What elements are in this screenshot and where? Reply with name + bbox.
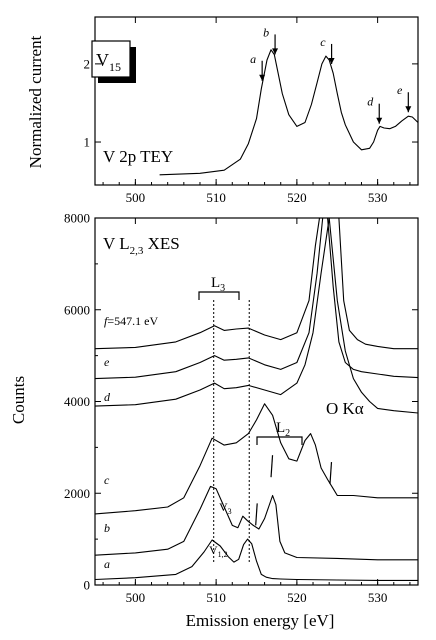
xes-ytick-label: 0 (84, 578, 91, 593)
xes-ylabel: Counts (9, 376, 28, 424)
series-label-f: f=547.1 eV (104, 314, 158, 328)
inset-box (91, 40, 131, 78)
l2-label: L2 (276, 420, 290, 439)
series-label-b: b (104, 521, 110, 535)
xes-ytick-label: 8000 (64, 211, 90, 226)
tey-ytick-label: 1 (84, 135, 91, 150)
annotation-label-d: d (367, 95, 374, 109)
xes-series-line (94, 538, 418, 581)
annotation-arrowhead-c (328, 57, 335, 64)
xes-series-line (94, 485, 418, 561)
annotation-arrowhead-d (376, 117, 383, 124)
xes-spectrum-label: V L2,3 XES (103, 234, 180, 257)
tey-series-line (159, 49, 419, 176)
series-label-c: c (104, 473, 110, 487)
annotation-label-b: b (263, 25, 269, 39)
xes-series-line (94, 217, 419, 414)
xes-series-line (94, 217, 419, 380)
xes-series (94, 217, 419, 581)
xes-xtick-label: 520 (287, 590, 307, 605)
v12-label: V1,2 (209, 543, 228, 559)
tey-ytick-label: 2 (84, 56, 91, 71)
tey-xtick-label: 530 (368, 190, 388, 205)
xes-xtick-label: 530 (368, 590, 388, 605)
o-kalpha-label: O Kα (326, 399, 364, 418)
tey-ylabel: Normalized current (26, 35, 45, 168)
series-label-d: d (104, 390, 111, 404)
inset-label: V15 (96, 50, 121, 74)
tey-panel: Normalized current V15 V 2p TEY 500 510 52… (26, 16, 419, 205)
l3-bracket (198, 291, 240, 300)
tey-axis-ticks: 500 510 520 530 1 2 (84, 17, 418, 205)
xes-marker-line (329, 462, 333, 485)
annotation-arrowhead-b (272, 48, 279, 55)
xes-xtick-label: 510 (206, 590, 226, 605)
tey-xtick-label: 500 (126, 190, 146, 205)
xes-panel: Counts Emission energy [eV] V L2,3 XES 5… (9, 211, 419, 630)
series-label-e: e (104, 355, 110, 369)
xes-marker-line (255, 503, 258, 526)
xes-xlabel: Emission energy [eV] (186, 611, 335, 630)
xes-xtick-label: 500 (126, 590, 146, 605)
annotation-arrowhead-a (259, 74, 266, 81)
series-label-a: a (104, 557, 110, 571)
tey-xtick-label: 520 (287, 190, 307, 205)
xes-series-line (94, 403, 418, 515)
tey-spectrum-label: V 2p TEY (103, 147, 173, 166)
xes-markers (255, 455, 333, 526)
tey-plot-frame (94, 16, 419, 186)
xes-ytick-label: 2000 (64, 486, 90, 501)
xes-marker-line (270, 455, 274, 478)
annotation-arrowhead-e (405, 106, 412, 113)
l3-label: L3 (211, 275, 225, 294)
annotation-label-e: e (397, 83, 403, 97)
tey-series (159, 49, 419, 176)
tey-annotations: ab c d e (250, 25, 412, 124)
tey-xtick-label: 510 (206, 190, 226, 205)
xes-ytick-label: 6000 (64, 302, 90, 317)
v3-label: V3 (219, 500, 232, 516)
annotation-label-c: c (320, 35, 326, 49)
xes-ytick-label: 4000 (64, 394, 90, 409)
xes-axis-ticks: 500 510 520 530 0 2000 4000 6000 8000 (64, 211, 418, 605)
annotation-label-a: a (250, 52, 256, 66)
l2-bracket (256, 436, 303, 445)
xes-series-line (94, 217, 418, 350)
